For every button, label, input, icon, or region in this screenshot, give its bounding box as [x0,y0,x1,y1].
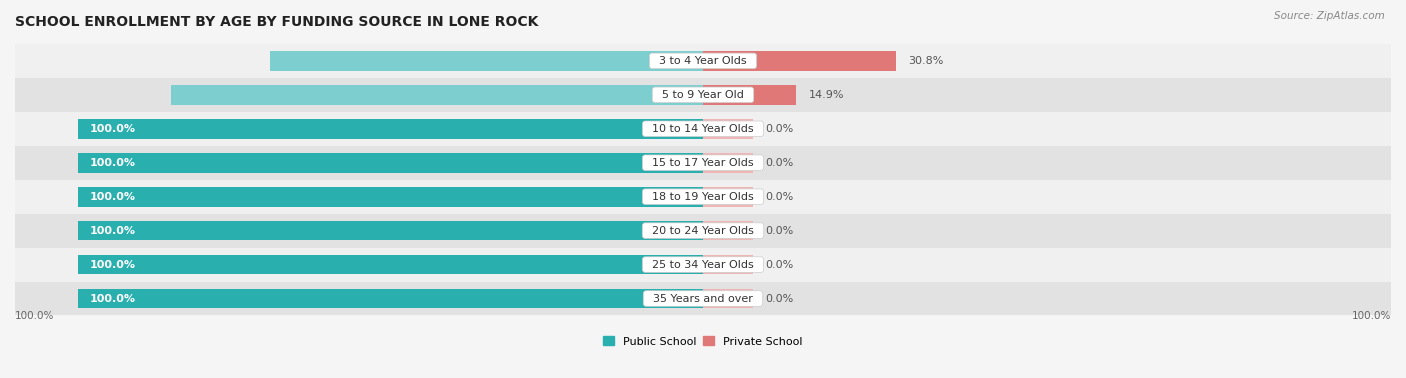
Legend: Public School, Private School: Public School, Private School [599,332,807,351]
Bar [15,112,1391,146]
Text: 100.0%: 100.0% [90,158,136,168]
Bar [15,146,1391,180]
Bar [15,282,1391,316]
Bar [77,187,703,206]
Text: 0.0%: 0.0% [765,294,794,304]
Bar [703,119,754,139]
Text: 100.0%: 100.0% [90,260,136,270]
Text: 0.0%: 0.0% [765,158,794,168]
Bar [170,85,703,105]
Bar [703,153,754,173]
Text: 25 to 34 Year Olds: 25 to 34 Year Olds [645,260,761,270]
Bar [77,289,703,308]
Text: 85.1%: 85.1% [652,90,690,100]
Text: 0.0%: 0.0% [765,124,794,134]
Bar [77,153,703,173]
Text: 100.0%: 100.0% [90,192,136,202]
Text: 0.0%: 0.0% [765,192,794,202]
Text: 5 to 9 Year Old: 5 to 9 Year Old [655,90,751,100]
Bar [77,119,703,139]
Text: Source: ZipAtlas.com: Source: ZipAtlas.com [1274,11,1385,21]
Text: 14.9%: 14.9% [808,90,844,100]
Bar [703,221,754,240]
Bar [703,51,896,71]
Text: 100.0%: 100.0% [1351,311,1391,321]
Bar [77,221,703,240]
Bar [15,248,1391,282]
Text: 100.0%: 100.0% [90,226,136,235]
Bar [703,255,754,274]
Text: 10 to 14 Year Olds: 10 to 14 Year Olds [645,124,761,134]
Text: 69.2%: 69.2% [651,56,690,66]
Text: 100.0%: 100.0% [90,294,136,304]
Bar [15,44,1391,78]
Text: 3 to 4 Year Olds: 3 to 4 Year Olds [652,56,754,66]
Text: 30.8%: 30.8% [908,56,943,66]
Text: 20 to 24 Year Olds: 20 to 24 Year Olds [645,226,761,235]
Text: 18 to 19 Year Olds: 18 to 19 Year Olds [645,192,761,202]
Bar [703,85,796,105]
Bar [15,78,1391,112]
Text: 0.0%: 0.0% [765,226,794,235]
Bar [77,255,703,274]
Bar [15,214,1391,248]
Bar [270,51,703,71]
Bar [15,180,1391,214]
Text: 15 to 17 Year Olds: 15 to 17 Year Olds [645,158,761,168]
Text: 100.0%: 100.0% [15,311,55,321]
Text: 0.0%: 0.0% [765,260,794,270]
Bar [703,187,754,206]
Text: 35 Years and over: 35 Years and over [647,294,759,304]
Text: 100.0%: 100.0% [90,124,136,134]
Bar [703,289,754,308]
Text: SCHOOL ENROLLMENT BY AGE BY FUNDING SOURCE IN LONE ROCK: SCHOOL ENROLLMENT BY AGE BY FUNDING SOUR… [15,15,538,29]
